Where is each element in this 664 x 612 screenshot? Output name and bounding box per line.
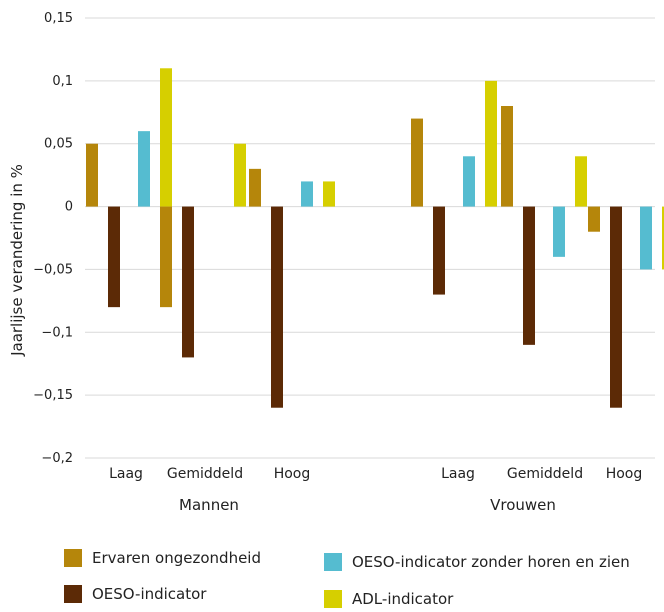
y-tick-label: −0,2 — [41, 451, 73, 466]
bar-mannen-laag-s2 — [138, 131, 150, 206]
bar-mannen-laag-s3 — [160, 68, 172, 206]
x-group-label: Mannen — [179, 496, 239, 514]
bar-vrouwen-hoog-s2 — [640, 207, 652, 270]
bar-vrouwen-hoog-s1 — [610, 207, 622, 408]
x-category-label: Laag — [441, 466, 475, 482]
bar-vrouwen-gemiddeld-s2 — [553, 207, 565, 257]
x-group-label: Vrouwen — [490, 496, 556, 514]
bar-mannen-laag-s0 — [86, 144, 98, 207]
bar-mannen-gemiddeld-s3 — [234, 144, 246, 207]
bar-vrouwen-laag-s2 — [463, 156, 475, 206]
bar-mannen-gemiddeld-s1 — [182, 207, 194, 358]
y-tick-label: −0,15 — [33, 388, 73, 403]
bar-mannen-hoog-s3 — [323, 181, 335, 206]
x-category-label: Hoog — [606, 466, 643, 482]
bar-vrouwen-laag-s1 — [433, 207, 445, 295]
y-axis-label: Jaarlijse verandering in % — [8, 164, 26, 357]
y-tick-label: 0 — [65, 200, 73, 215]
x-category-label: Hoog — [274, 466, 311, 482]
bar-vrouwen-hoog-s0 — [588, 207, 600, 232]
bar-vrouwen-gemiddeld-s1 — [523, 207, 535, 345]
y-tick-label: 0,1 — [52, 74, 73, 89]
x-category-label: Laag — [109, 466, 143, 482]
bar-vrouwen-laag-s3 — [485, 81, 497, 207]
y-tick-label: 0,05 — [44, 137, 73, 152]
y-tick-label: −0,05 — [33, 262, 73, 277]
bar-vrouwen-gemiddeld-s3 — [575, 156, 587, 206]
bar-mannen-hoog-s2 — [301, 181, 313, 206]
y-tick-label: 0,15 — [44, 11, 73, 26]
y-tick-label: −0,1 — [41, 325, 73, 340]
x-category-label: Gemiddeld — [167, 466, 243, 482]
bar-mannen-hoog-s1 — [271, 207, 283, 408]
bar-vrouwen-gemiddeld-s0 — [501, 106, 513, 207]
bar-mannen-laag-s1 — [108, 207, 120, 308]
bar-mannen-hoog-s0 — [249, 169, 261, 207]
bar-vrouwen-laag-s0 — [411, 119, 423, 207]
x-category-label: Gemiddeld — [507, 466, 583, 482]
bar-mannen-gemiddeld-s0 — [160, 207, 172, 308]
